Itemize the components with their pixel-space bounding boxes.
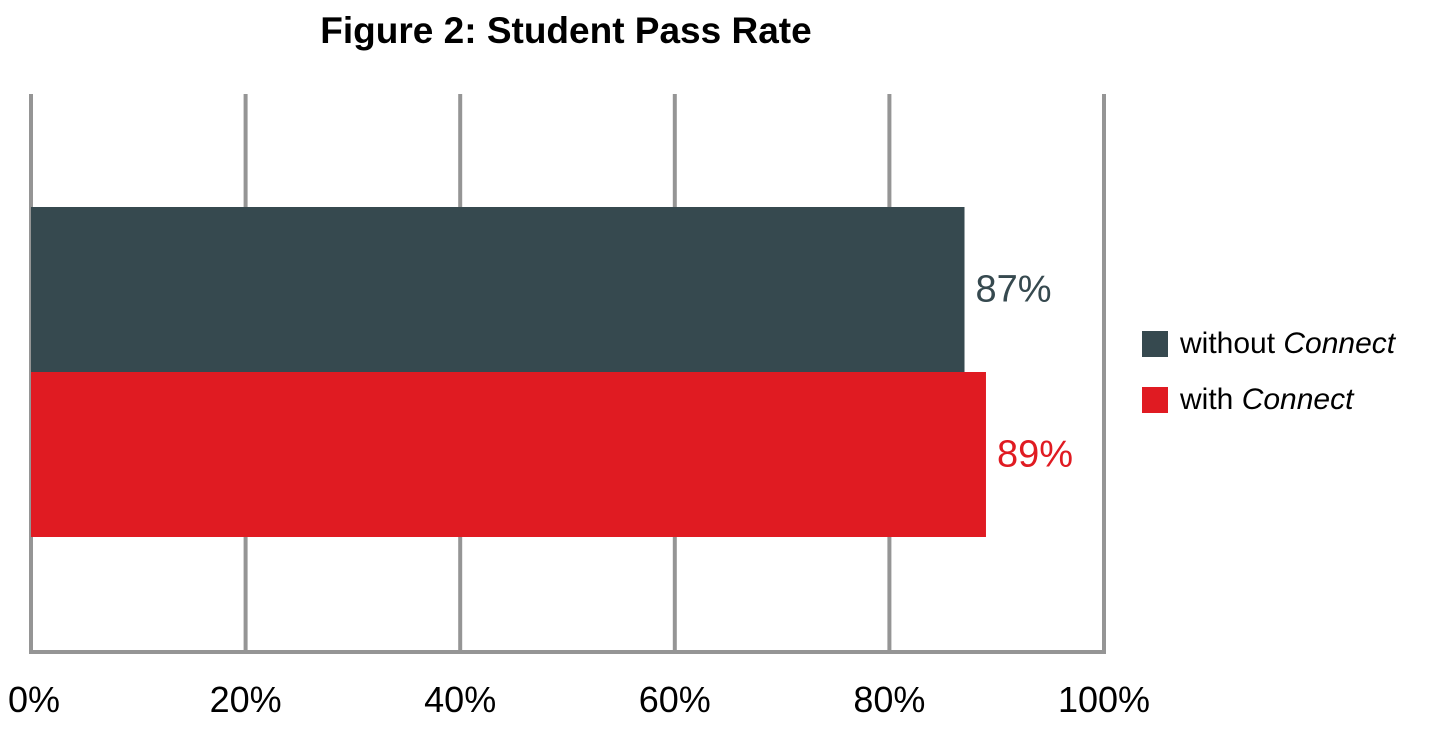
data-label-with-connect: 89% bbox=[997, 434, 1073, 476]
chart-title: Figure 2: Student Pass Rate bbox=[320, 10, 812, 51]
legend: without Connect with Connect bbox=[1142, 326, 1395, 438]
legend-label-without-connect: without Connect bbox=[1180, 327, 1396, 360]
legend-swatch-with-connect bbox=[1142, 387, 1168, 413]
legend-item-with-connect: with Connect bbox=[1142, 382, 1395, 418]
bar-with-connect bbox=[31, 372, 986, 537]
x-tick-label: 0% bbox=[8, 679, 60, 720]
data-label-without-connect: 87% bbox=[976, 269, 1052, 311]
x-tick-label: 20% bbox=[210, 679, 282, 720]
x-tick-label: 40% bbox=[424, 679, 496, 720]
x-tick-label: 60% bbox=[639, 679, 711, 720]
x-tick-label: 80% bbox=[853, 679, 925, 720]
legend-swatch-without-connect bbox=[1142, 331, 1168, 357]
bar-without-connect bbox=[31, 207, 965, 372]
x-tick-label: 100% bbox=[1058, 679, 1150, 720]
legend-item-without-connect: without Connect bbox=[1142, 326, 1395, 362]
legend-label-with-connect: with Connect bbox=[1180, 383, 1354, 416]
